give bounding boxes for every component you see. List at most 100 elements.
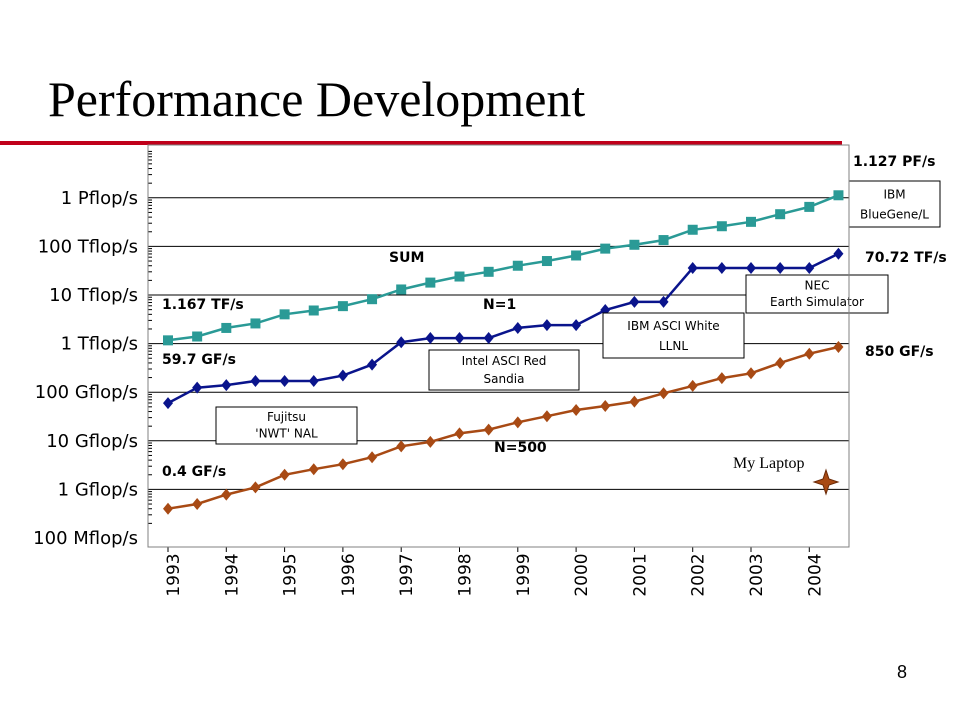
y-tick-labels: 100 Mflop/s 1 Gflop/s 10 Gflop/s 100 Gflop/… — [33, 188, 138, 549]
machine-box-bluegene: IBM BlueGene/L — [848, 180, 941, 228]
data-point — [629, 295, 640, 308]
data-point — [396, 284, 407, 295]
box-line1: Fujitsu — [267, 410, 306, 424]
data-point — [512, 260, 523, 271]
data-point — [425, 332, 436, 345]
box-line2: Earth Simulator — [770, 295, 864, 309]
data-point — [833, 190, 844, 201]
data-point — [192, 381, 203, 394]
box-line2: BlueGene/L — [860, 208, 929, 222]
machine-box-ibm_white: IBM ASCI White LLNL — [602, 312, 745, 359]
box-frame — [848, 180, 941, 228]
data-point — [308, 463, 319, 476]
data-point — [775, 356, 786, 369]
laptop-label: My Laptop — [733, 455, 805, 472]
data-point — [337, 369, 348, 382]
data-point — [687, 379, 698, 392]
label-sum-end: 1.127 PF/s — [853, 154, 935, 170]
data-point — [746, 367, 756, 380]
data-point — [483, 423, 494, 436]
data-point — [512, 321, 523, 334]
box-line1: NEC — [805, 278, 830, 292]
x-tick-label: 2004 — [805, 553, 825, 596]
data-point — [804, 347, 815, 360]
data-point — [454, 427, 465, 440]
data-point — [775, 209, 786, 220]
data-point — [716, 372, 727, 385]
data-point — [337, 458, 348, 471]
data-point — [716, 262, 727, 275]
x-tick-label: 1997 — [397, 553, 417, 596]
data-point — [833, 341, 844, 354]
x-tick-label: 1993 — [164, 553, 184, 596]
data-point — [367, 451, 378, 464]
laptop-annotation: My Laptop — [733, 455, 840, 496]
data-point — [541, 410, 552, 423]
minor-ticks — [148, 150, 152, 524]
data-point — [658, 295, 669, 308]
data-point — [396, 336, 407, 349]
x-tick-label: 1995 — [281, 553, 301, 596]
label-n500-label: N=500 — [494, 440, 547, 456]
box-line2: 'NWT' NAL — [255, 426, 318, 440]
x-tick-label: 2002 — [689, 553, 709, 596]
box-frame — [602, 312, 745, 359]
y-tick-label: 10 Tflop/s — [49, 285, 138, 306]
laptop-star-icon — [812, 468, 840, 496]
data-point — [629, 395, 640, 408]
data-point — [279, 309, 290, 320]
box-line2: LLNL — [659, 339, 688, 353]
data-point — [192, 331, 203, 342]
data-point — [454, 332, 465, 345]
data-point — [367, 294, 378, 305]
x-tick-label: 2001 — [630, 553, 650, 596]
data-point — [600, 243, 611, 254]
data-point — [483, 332, 494, 345]
machine-box-nec: NEC Earth Simulator — [745, 274, 889, 314]
x-tick-label: 1999 — [514, 553, 534, 596]
data-point — [687, 262, 698, 275]
plot-area — [147, 144, 850, 548]
y-tick-label: 1 Tflop/s — [61, 334, 138, 355]
y-tick-label: 10 Gflop/s — [46, 431, 138, 452]
data-point — [512, 416, 523, 429]
title-rule — [0, 141, 842, 145]
label-n1-label: N=1 — [483, 297, 516, 313]
data-point — [250, 318, 261, 329]
x-tick-label: 1994 — [222, 553, 242, 596]
page-number: 8 — [897, 662, 908, 682]
data-point — [250, 375, 261, 388]
machine-box-fujitsu: Fujitsu 'NWT' NAL — [215, 406, 358, 445]
machine-boxes: Fujitsu 'NWT' NAL Intel ASCI Red Sandia IBM … — [215, 180, 941, 445]
x-tick-labels: 1993 1994 1995 1996 1997 1998 1999 2000 2001 2002… — [164, 547, 825, 597]
data-point — [658, 387, 669, 400]
data-point — [279, 468, 290, 481]
y-tick-label: 100 Tflop/s — [38, 236, 138, 257]
data-point — [571, 404, 582, 417]
data-point — [425, 435, 436, 448]
data-point — [571, 250, 582, 261]
box-line1: IBM — [883, 187, 905, 201]
data-point — [629, 239, 640, 250]
data-point — [337, 301, 348, 312]
series-line-n500 — [167, 345, 839, 510]
data-point — [308, 375, 319, 388]
slide-title: Performance Development — [48, 71, 586, 127]
data-point — [396, 440, 407, 453]
label-n1-start: 59.7 GF/s — [162, 352, 236, 368]
data-point — [804, 262, 815, 275]
x-tick-label: 1996 — [339, 553, 359, 596]
data-point — [775, 262, 786, 275]
label-n500-end: 850 GF/s — [865, 344, 934, 360]
machine-box-intel: Intel ASCI Red Sandia — [428, 349, 580, 391]
box-frame — [745, 274, 889, 314]
data-point — [746, 216, 756, 227]
y-tick-label: 100 Mflop/s — [33, 528, 138, 549]
data-point — [571, 319, 582, 332]
data-point — [308, 305, 319, 316]
data-point — [221, 488, 232, 501]
data-point — [716, 221, 727, 232]
y-tick-label: 100 Gflop/s — [35, 382, 138, 403]
label-sum-start: 1.167 TF/s — [162, 297, 244, 313]
